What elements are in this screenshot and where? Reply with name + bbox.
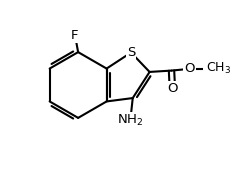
Text: CH$_3$: CH$_3$ <box>206 61 231 76</box>
Text: NH$_2$: NH$_2$ <box>117 113 144 128</box>
Text: O: O <box>167 82 178 95</box>
Text: F: F <box>71 29 79 42</box>
Text: S: S <box>127 46 135 59</box>
Text: O: O <box>184 62 194 75</box>
